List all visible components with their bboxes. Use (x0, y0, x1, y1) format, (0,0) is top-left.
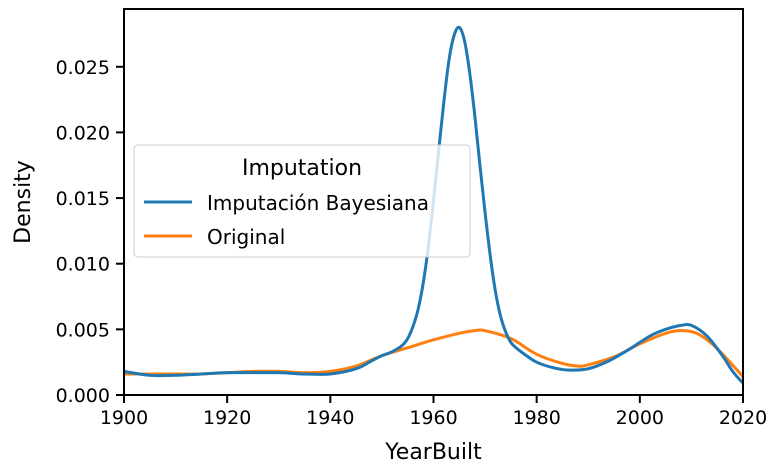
y-tick-label: 0.015 (56, 188, 110, 210)
axis-ticks: 1900 1920 1940 1960 1980 2000 2020 0.000 0.005 0.… (56, 57, 768, 429)
series-line-imputacion-bayesiana (123, 25, 745, 385)
x-tick-label: 1920 (203, 407, 251, 429)
plot-frame (123, 8, 744, 396)
x-tick-label: 1900 (100, 407, 148, 429)
y-axis-label: Density (11, 160, 36, 244)
legend: Imputation Imputación Bayesiana Original (133, 144, 471, 258)
x-axis-label: YearBuilt (384, 440, 482, 465)
y-tick-label: 0.000 (56, 385, 110, 407)
y-tick-label: 0.020 (56, 122, 110, 144)
x-tick-label: 2020 (719, 407, 767, 429)
y-tick-label: 0.010 (56, 254, 110, 276)
y-tick-label: 0.005 (56, 319, 110, 341)
legend-title: Imputation (242, 156, 362, 181)
x-tick-label: 1960 (409, 407, 457, 429)
y-tick-label: 0.025 (56, 57, 110, 79)
x-tick-label: 1940 (306, 407, 354, 429)
legend-box (133, 144, 471, 258)
legend-entry-imputacion-bayesiana: Imputación Bayesiana (207, 191, 429, 215)
plot-area (123, 25, 745, 385)
legend-entry-original: Original (207, 225, 285, 249)
x-tick-label: 1980 (512, 407, 560, 429)
x-tick-label: 2000 (616, 407, 664, 429)
